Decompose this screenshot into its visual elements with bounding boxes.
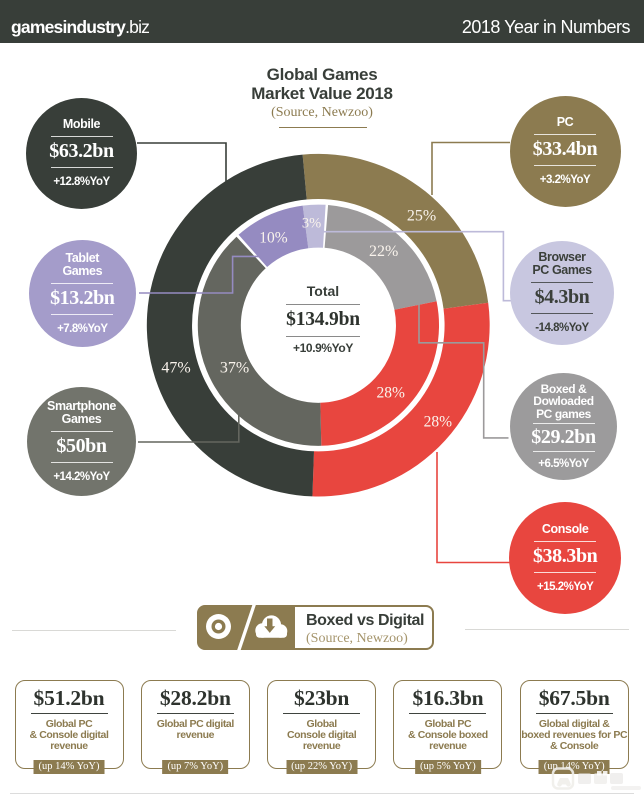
svg-text:47%: 47%: [161, 360, 190, 377]
svg-text:28%: 28%: [424, 414, 453, 431]
svg-text:10%: 10%: [259, 230, 288, 247]
svg-text:3%: 3%: [302, 216, 321, 232]
svg-text:22%: 22%: [369, 243, 398, 260]
svg-text:37%: 37%: [220, 360, 249, 377]
svg-text:25%: 25%: [407, 208, 436, 225]
svg-text:28%: 28%: [376, 385, 405, 402]
